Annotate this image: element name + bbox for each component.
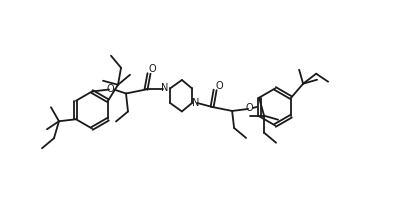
- Text: N: N: [192, 98, 200, 108]
- Text: O: O: [215, 81, 223, 91]
- Text: O: O: [148, 64, 156, 75]
- Text: N: N: [161, 83, 169, 94]
- Text: O: O: [106, 84, 114, 95]
- Text: O: O: [245, 103, 253, 113]
